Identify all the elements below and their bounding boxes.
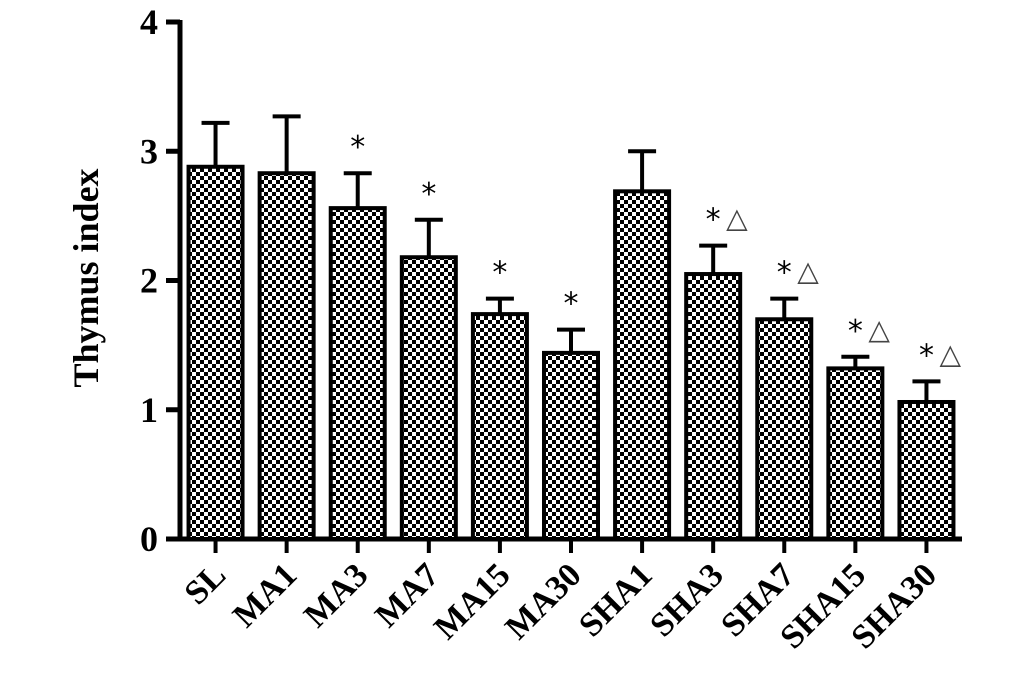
category-label: MA30 xyxy=(498,556,588,646)
significance-star: * xyxy=(706,203,721,238)
y-tick-label: 3 xyxy=(140,131,158,171)
category-label: SHA3 xyxy=(643,556,731,644)
bar xyxy=(328,206,387,541)
error-bars xyxy=(201,114,941,402)
bar xyxy=(542,350,600,541)
category-label: MA3 xyxy=(297,556,375,634)
significance-triangle: △ xyxy=(797,255,819,288)
bar xyxy=(613,189,672,541)
category-label: SL xyxy=(178,556,234,612)
bar xyxy=(897,399,956,541)
significance-star: * xyxy=(919,338,934,373)
significance-star: * xyxy=(848,314,863,349)
bar xyxy=(470,312,529,542)
significance-triangle: △ xyxy=(726,202,748,235)
significance-star: * xyxy=(777,256,792,291)
significance-triangle: △ xyxy=(868,313,890,346)
bar xyxy=(186,164,245,541)
y-axis-label: Thymus index xyxy=(66,168,106,387)
category-label: SHA1 xyxy=(572,556,660,644)
category-label: MA1 xyxy=(226,556,304,634)
bar xyxy=(684,272,743,541)
significance-star: * xyxy=(492,256,507,291)
y-tick-label: 2 xyxy=(140,261,158,301)
significance-markers: ***** △* △* △* △ xyxy=(350,130,961,373)
significance-triangle: △ xyxy=(939,337,961,370)
y-tick-label: 1 xyxy=(140,390,158,430)
bar xyxy=(826,366,885,542)
category-labels: SLMA1MA3MA7MA15MA30SHA1SHA3SHA7SHA15SHA3… xyxy=(178,556,944,656)
significance-star: * xyxy=(350,130,365,165)
bar xyxy=(755,317,814,541)
y-tick-labels: 0 1 2 3 4 xyxy=(140,2,158,559)
category-label: MA15 xyxy=(427,556,517,646)
bar xyxy=(257,171,316,541)
bar xyxy=(399,255,458,541)
y-tick-label: 0 xyxy=(140,519,158,559)
y-tick-label: 4 xyxy=(140,2,158,42)
significance-star: * xyxy=(564,287,579,322)
bars xyxy=(186,164,956,542)
significance-star: * xyxy=(421,177,436,212)
